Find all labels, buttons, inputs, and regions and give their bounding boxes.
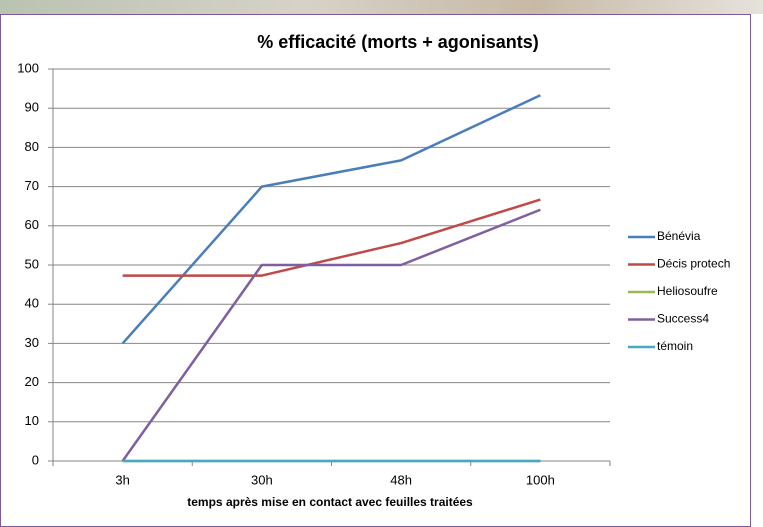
chart: % efficacité (morts + agonisants) temps … — [0, 0, 763, 527]
y-tick-label: 20 — [25, 374, 39, 389]
header-image — [0, 0, 763, 14]
x-tick-label: 3h — [115, 472, 129, 487]
chart-title: % efficacité (morts + agonisants) — [257, 32, 539, 52]
chart-frame — [1, 15, 751, 527]
x-tick-label: 30h — [251, 472, 273, 487]
y-tick-label: 40 — [25, 296, 39, 311]
legend-label: Success4 — [657, 312, 709, 326]
y-tick-label: 50 — [25, 256, 39, 271]
legend-label: Décis protech — [657, 257, 730, 271]
y-tick-label: 0 — [32, 452, 39, 467]
legend-label: témoin — [657, 339, 693, 353]
y-tick-label: 100 — [17, 60, 39, 75]
x-tick-label: 100h — [526, 472, 555, 487]
y-tick-label: 70 — [25, 178, 39, 193]
legend-label: Bénévia — [657, 229, 701, 243]
y-tick-label: 10 — [25, 413, 39, 428]
y-tick-label: 80 — [25, 139, 39, 154]
legend-label: Heliosoufre — [657, 284, 718, 298]
x-tick-label: 48h — [390, 472, 412, 487]
y-tick-label: 90 — [25, 100, 39, 115]
y-tick-label: 30 — [25, 335, 39, 350]
x-axis-label: temps après mise en contact avec feuille… — [187, 495, 473, 509]
y-tick-label: 60 — [25, 217, 39, 232]
